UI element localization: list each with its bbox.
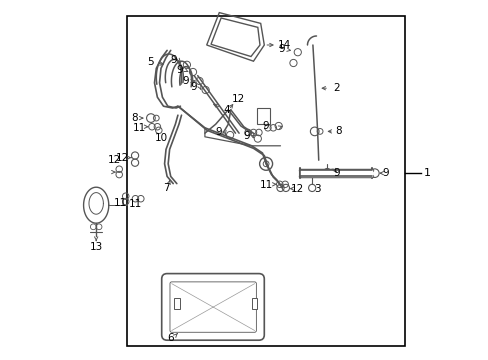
Text: 9: 9	[169, 55, 176, 66]
Text: 12: 12	[290, 184, 303, 194]
Text: 3: 3	[313, 184, 320, 194]
Text: 7: 7	[163, 183, 169, 193]
Bar	[174, 298, 179, 309]
Text: 9: 9	[215, 127, 222, 138]
Text: 12: 12	[116, 153, 129, 163]
Text: 8: 8	[131, 113, 138, 123]
Text: 9: 9	[262, 121, 268, 131]
FancyBboxPatch shape	[256, 108, 270, 124]
Text: 14: 14	[277, 40, 290, 50]
Text: 12: 12	[107, 155, 121, 165]
Text: 9: 9	[332, 168, 339, 178]
Text: 8: 8	[335, 126, 342, 136]
Text: 1: 1	[423, 168, 430, 178]
FancyBboxPatch shape	[162, 274, 264, 340]
Bar	[127, 16, 404, 346]
Text: 9: 9	[382, 168, 388, 178]
Text: 11: 11	[128, 199, 142, 210]
Text: 4: 4	[224, 105, 230, 115]
Text: 6: 6	[167, 333, 174, 343]
Text: 11: 11	[260, 180, 273, 190]
Text: 13: 13	[89, 242, 102, 252]
Text: 2: 2	[332, 83, 339, 93]
Text: 5: 5	[146, 57, 153, 67]
Text: 12: 12	[231, 94, 244, 104]
Text: 10: 10	[154, 132, 167, 143]
Text: 11: 11	[132, 123, 146, 133]
Text: 9: 9	[176, 65, 183, 75]
Text: 9: 9	[190, 82, 196, 92]
Bar	[251, 298, 257, 309]
Text: 9: 9	[243, 131, 249, 141]
Text: 11: 11	[113, 198, 127, 208]
Text: 9: 9	[182, 76, 189, 86]
Text: 9: 9	[277, 44, 284, 54]
